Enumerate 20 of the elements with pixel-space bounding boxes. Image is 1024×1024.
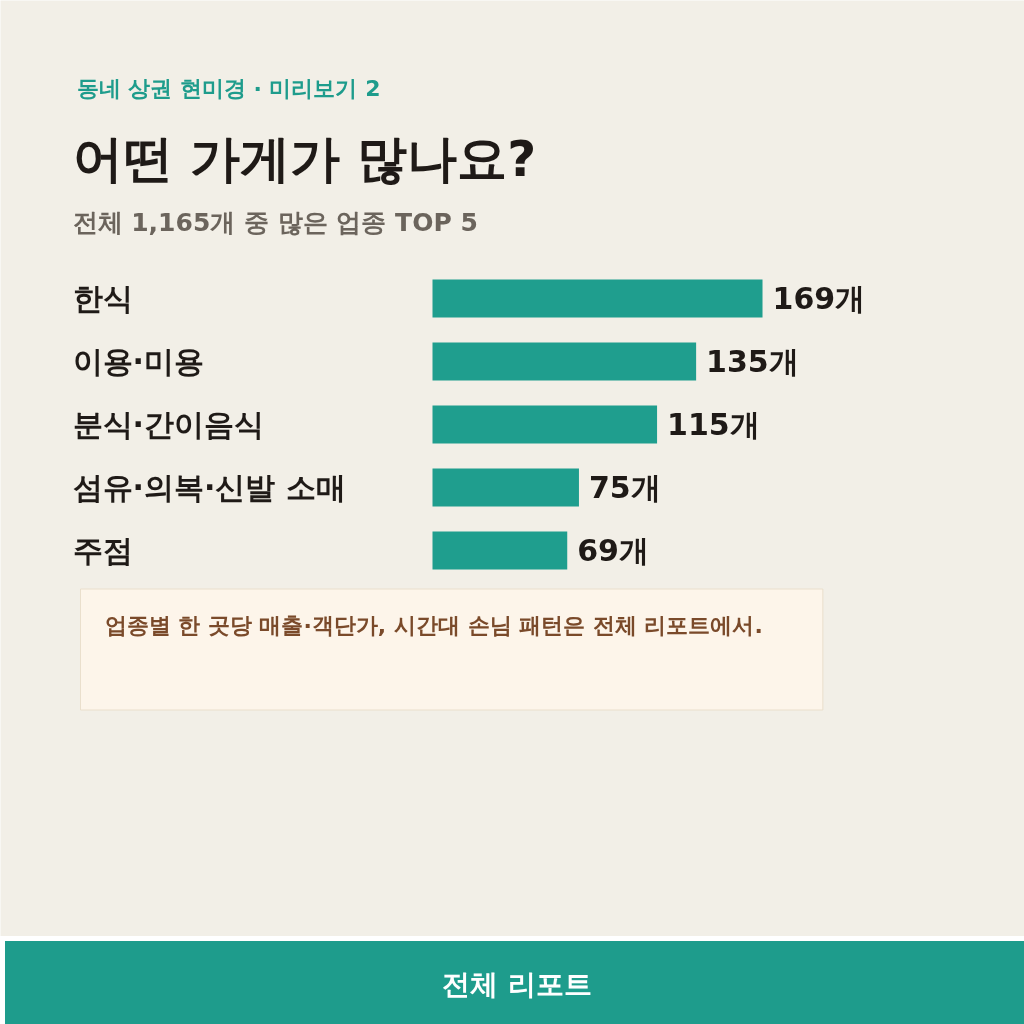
text: 업종별 한 곳당 매출·객단가, 시간대 손님 패턴은 전체 리포트에서. [104,613,763,638]
data-label: 115개 [667,407,760,442]
y-tick-label: 섬유·의복·신발 소매 [72,470,346,505]
bar [432,342,697,381]
bar [432,468,579,507]
y-tick-label: 한식 [72,281,133,316]
bar [432,279,763,318]
y-tick-label: 이용·미용 [72,344,204,379]
chart-title: 어떤 가게가 많나요? [72,129,537,188]
data-label: 69개 [577,533,649,568]
data-label: 75개 [588,470,661,505]
text: 전체 리포트 [442,967,592,1003]
y-tick-label: 분식·간이음식 [72,407,264,442]
text: 동네 상권 현미경 · 미리보기 2 [76,76,381,101]
bar [432,405,658,444]
bar [432,531,568,570]
data-label: 169개 [772,281,866,316]
chart-subtitle: 전체 1,165개 중 많은 업종 TOP 5 [72,208,478,237]
y-tick-label: 주점 [72,533,133,568]
data-label: 135개 [706,344,799,379]
